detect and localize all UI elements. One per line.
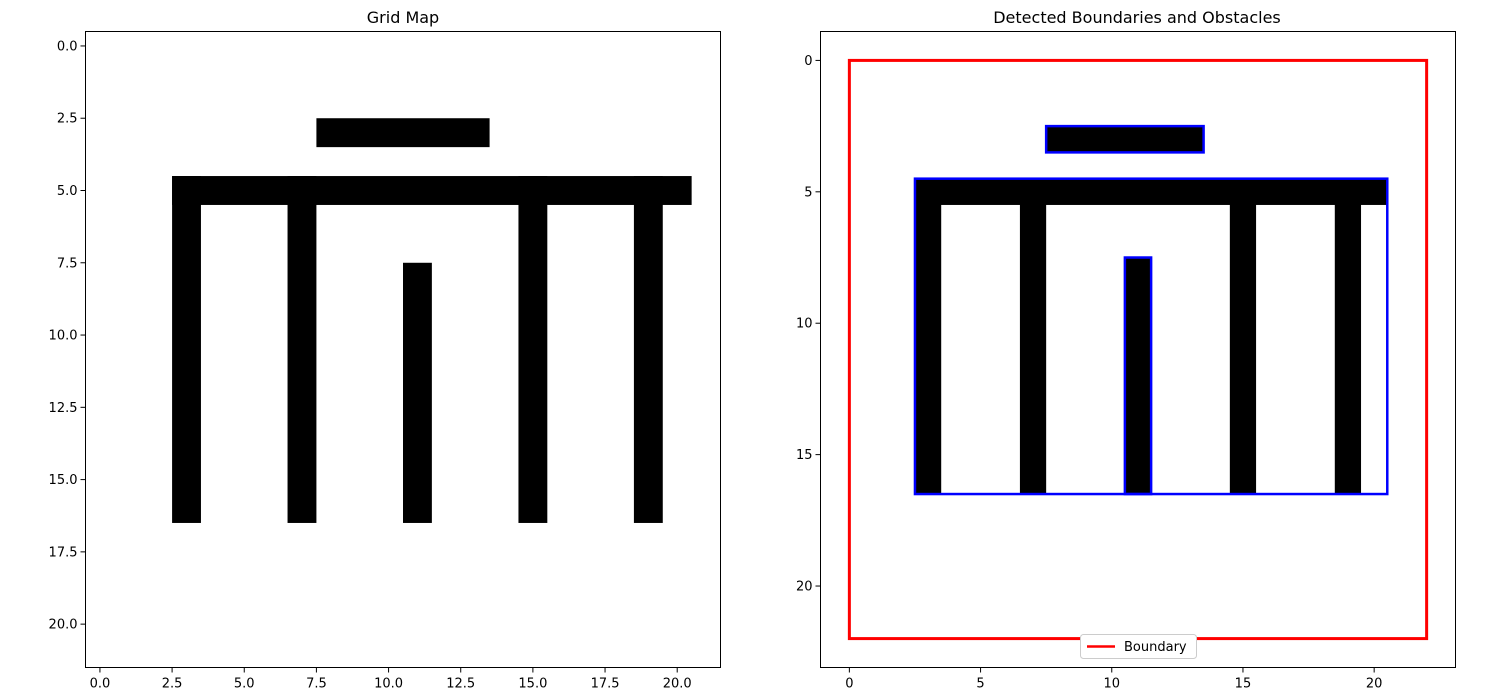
legend: Boundary	[1080, 634, 1197, 659]
detected-boundaries-title: Detected Boundaries and Obstacles	[993, 8, 1281, 27]
x-tick-label: 15.0	[518, 677, 547, 692]
y-tick-label: 7.5	[57, 256, 78, 271]
occupied-cell-block	[1334, 178, 1362, 495]
obstacle-box	[1123, 256, 1153, 496]
y-tick-label: 0	[804, 54, 812, 69]
y-tick-label: 15.0	[49, 473, 78, 488]
x-tick-label: 2.5	[162, 677, 183, 692]
detected-boundaries-chart: Detected Boundaries and Obstacles 0 5 10 15…	[796, 8, 1456, 692]
x-tick-label: 0.0	[90, 677, 111, 692]
grid-map-title: Grid Map	[367, 8, 439, 27]
x-tick-label: 17.5	[591, 677, 620, 692]
detected-boundaries-x-axis: 0 5 10 15 20	[845, 667, 1383, 692]
occupied-cell-block	[287, 176, 317, 523]
grid-map-cells	[172, 118, 692, 523]
occupied-cell-block	[633, 176, 663, 523]
occupied-cell-block	[1019, 178, 1047, 495]
x-tick-label: 10	[1103, 677, 1120, 692]
y-tick-label: 2.5	[57, 112, 78, 127]
occupied-cell-block	[914, 178, 1388, 205]
y-tick-label: 10.0	[49, 329, 78, 344]
obstacle-box	[1044, 124, 1205, 154]
detected-boundaries-frame	[820, 31, 1456, 668]
x-tick-label: 15	[1235, 677, 1252, 692]
occupied-cell-block	[914, 178, 942, 495]
grid-map-frame	[85, 31, 721, 668]
x-tick-label: 12.5	[446, 677, 475, 692]
occupied-cell-block	[316, 118, 490, 148]
x-tick-label: 20.0	[663, 677, 692, 692]
grid-map-y-axis: 0.0 2.5 5.0 7.5 10.0 12.5 15.0 17.5 20.0	[49, 39, 86, 633]
occupied-cell-block	[1046, 126, 1204, 153]
y-tick-label: 12.5	[49, 401, 78, 416]
y-tick-label: 15	[796, 448, 813, 463]
obstacle-boxes	[913, 124, 1389, 496]
legend-boundary-label: Boundary	[1124, 640, 1187, 655]
occupied-cell-block	[1124, 257, 1152, 495]
occupied-cell-block	[172, 176, 692, 205]
y-tick-label: 17.5	[49, 545, 78, 560]
y-tick-label: 20.0	[49, 618, 78, 633]
x-tick-label: 7.5	[306, 677, 327, 692]
x-tick-label: 0	[845, 677, 853, 692]
y-tick-label: 20	[796, 580, 813, 595]
legend-frame	[1080, 634, 1197, 659]
occupied-cell-block	[1229, 178, 1257, 495]
x-tick-label: 10.0	[374, 677, 403, 692]
occupied-cell-block	[403, 262, 432, 523]
y-tick-label: 0.0	[57, 39, 78, 54]
detected-obstacle-cells	[914, 126, 1388, 495]
grid-map-x-axis: 0.0 2.5 5.0 7.5 10.0 12.5 15.0 17.5 20.0	[90, 667, 692, 692]
occupied-cell-block	[172, 176, 201, 523]
x-tick-label: 5.0	[234, 677, 255, 692]
occupied-cell-block	[518, 176, 548, 523]
detected-boundaries-y-axis: 0 5 10 15 20	[796, 54, 821, 595]
y-tick-label: 10	[796, 317, 813, 332]
x-tick-label: 5	[976, 677, 984, 692]
y-tick-label: 5	[804, 185, 812, 200]
grid-map-chart: Grid Map 0.0 2.5 5.0 7.5 10.0 12.5 15.0 17.5 20.…	[49, 8, 721, 692]
x-tick-label: 20	[1366, 677, 1383, 692]
y-tick-label: 5.0	[57, 184, 78, 199]
